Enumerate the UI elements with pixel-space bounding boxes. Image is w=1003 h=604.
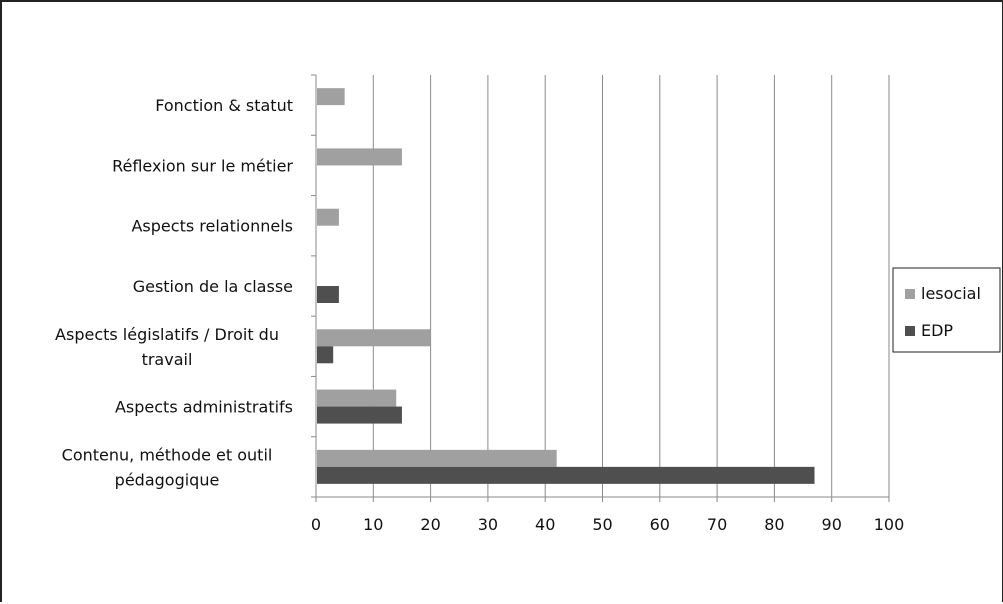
bar-lesocial [317,389,397,407]
bar-lesocial [317,88,345,106]
category-labels: Fonction & statut Réflexion sur le métier… [55,96,293,489]
x-tick-label: 70 [707,515,727,534]
bar-lesocial [317,208,339,226]
bar-edp [317,406,402,424]
x-tick-label: 100 [874,515,905,534]
legend-label-edp: EDP [921,321,953,340]
bar-edp [317,346,334,364]
x-tick-label: 20 [420,515,440,534]
legend: lesocial EDP [892,267,1001,353]
category-label: Gestion de la classe [133,277,293,296]
x-tick-label: 50 [592,515,612,534]
axes [311,74,890,502]
legend-label-lesocial: lesocial [921,284,981,303]
category-label: Fonction & statut [155,96,293,115]
x-tick-label: 40 [535,515,555,534]
category-label: Aspects législatifs / Droit du travail [55,325,279,369]
bars [317,88,815,484]
category-label: Aspects relationnels [131,217,293,236]
bar-edp [317,466,815,484]
x-tick-label: 90 [822,515,842,534]
x-tick-label: 80 [764,515,784,534]
category-label: Aspects administratifs [115,398,293,417]
x-tick-label: 60 [650,515,670,534]
category-label: Réflexion sur le métier [112,156,293,175]
grid-lines [372,75,890,497]
x-tick-labels: 0 10 20 30 40 50 60 70 80 90 100 [311,515,904,534]
bar-edp [317,286,339,303]
legend-swatch-lesocial [905,289,915,299]
x-tick-label: 10 [363,515,383,534]
legend-box [892,267,1001,353]
x-tick-label: 30 [478,515,498,534]
bar-lesocial [317,148,402,166]
bar-lesocial [317,329,431,347]
category-label: Contenu, méthode et outil pédagogique [62,445,273,489]
bar-lesocial [317,449,557,467]
legend-swatch-edp [905,326,915,336]
x-tick-label: 0 [311,515,321,534]
